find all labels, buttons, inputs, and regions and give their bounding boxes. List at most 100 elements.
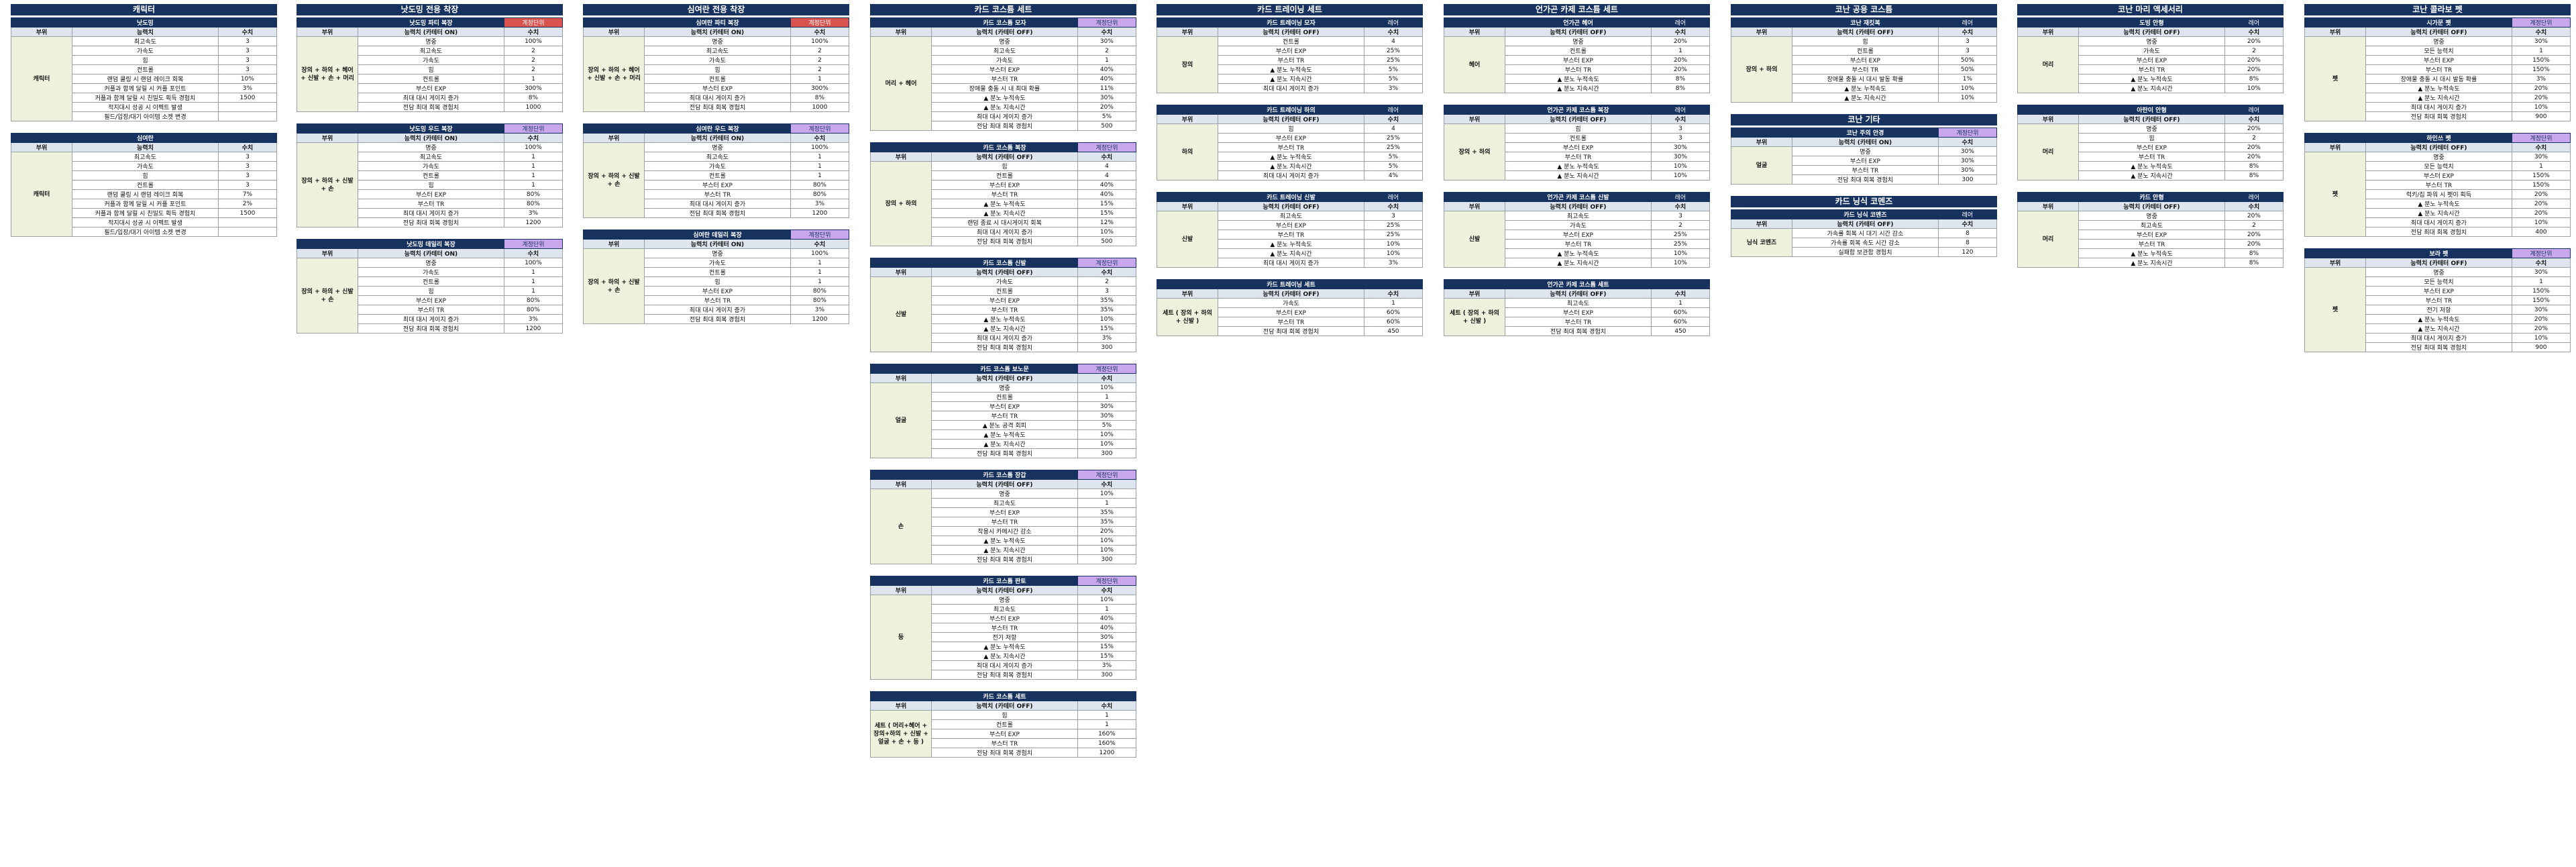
table-row: ▲ 분노 지속시간 8% <box>2018 258 2284 268</box>
stat-name: ▲ 분노 지속시간 <box>2365 208 2512 218</box>
stat-value: 3% <box>217 83 278 93</box>
stat-value: 160% <box>1077 729 1137 739</box>
table-row: 최대 대시 게이지 증가 10% <box>871 227 1137 237</box>
column-header: 코난 마리 액세서리 <box>2017 4 2284 15</box>
column-header: 언가곤 카제 코스튬 세트 <box>1444 4 1710 15</box>
title-spacer <box>1443 105 1506 115</box>
rarity-badge: 레어 <box>2224 105 2284 115</box>
stat-name: 컨트롤 <box>644 74 791 84</box>
stat-value: 20% <box>2511 189 2571 199</box>
table-row: 컨트롤 1 <box>1444 46 1711 56</box>
table-row: 부스터 TR 60% <box>1157 317 1424 327</box>
stat-value: 1 <box>790 267 850 277</box>
stat-value: 1 <box>790 152 850 162</box>
stat-value: 500 <box>1077 121 1137 131</box>
table-row: 최대 대시 게이지 증가 10% <box>2305 333 2571 343</box>
stat-table: 낫도밍 부위 능력치 수치 캐릭터 최고속도 3 가속도 3 힘 3 컨트롤 3 랜덤 쿨링 시 랜덤 레… <box>10 17 278 121</box>
rarity-badge: 계정단위 <box>1077 470 1137 480</box>
rarity-badge: 레어 <box>1937 17 1998 28</box>
table-row: 가속도 1 <box>297 267 564 277</box>
col-value-header: 수치 <box>503 248 564 258</box>
stat-value: 8% <box>2224 74 2284 84</box>
stat-value: 40% <box>1077 189 1137 199</box>
stat-value: 3% <box>1363 83 1424 93</box>
table-title-row: 심여란 데일리 복장 계정단위 <box>582 230 850 240</box>
column-header: 낫도밍 전용 착장 <box>297 4 563 15</box>
stat-value: 100% <box>790 142 850 152</box>
col-stat-header: 능력치 (카테터 OFF) <box>2365 27 2512 37</box>
table-title: 카드 트레이닝 세트 <box>1218 279 1364 289</box>
part-cell: 펫 <box>2304 152 2367 237</box>
table-title: 언가곤 카제 코스튬 신발 <box>1505 192 1652 202</box>
stat-value: 80% <box>503 189 564 199</box>
stat-value: 40% <box>1077 74 1137 84</box>
stat-name: 컨트롤 <box>1505 133 1652 143</box>
col-stat-header: 능력치 (카테터 ON) <box>358 27 504 37</box>
stat-name: 최고속도 <box>72 152 219 162</box>
stat-value: 300 <box>1937 174 1998 185</box>
table-title-row: 카드 트레이닝 신발 레어 <box>1156 192 1424 202</box>
table-header-row: 부위 능력치 (카테터 OFF) 수치 <box>1730 27 1998 37</box>
table-row: 머리 명중 20% <box>2017 123 2284 181</box>
stat-name: 컨트롤 <box>1218 36 1364 46</box>
stat-name: ▲ 분노 누적속도 <box>1218 64 1364 74</box>
stat-name: 명중 <box>2078 36 2225 46</box>
stat-name: 최대 대시 게이지 증가 <box>644 305 791 315</box>
stat-name: ▲ 분노 누적속도 <box>2078 161 2225 171</box>
stat-value: 40% <box>1077 64 1137 74</box>
table-row: 랜덤 쿨링 시 랜덤 레이크 회복 7% <box>11 189 278 199</box>
stat-value: 20% <box>2224 211 2284 221</box>
stat-value <box>217 102 278 112</box>
title-spacer <box>296 123 359 134</box>
stat-name: 부스터 EXP <box>2365 170 2512 181</box>
col-value-header: 수치 <box>790 133 850 143</box>
stat-value: 30% <box>1937 156 1998 166</box>
col-part-header: 부위 <box>1730 27 1793 37</box>
stat-value: 5% <box>1077 111 1137 121</box>
table-row: ▲ 분노 누적속도 8% <box>1444 74 1711 84</box>
stat-value: 3% <box>790 305 850 315</box>
stat-table: 심여란 우드 복장 계정단위 부위 능력치 (카테터 ON) 수치 장의 + 하의 + 신… <box>582 123 850 218</box>
col-stat-header: 능력치 (카테터 OFF) <box>1218 27 1364 37</box>
stat-value: 20% <box>2511 314 2571 324</box>
stat-name: 컨트롤 <box>644 267 791 277</box>
stat-table: 카드 코스튬 세트 부위 능력치 (카테터 OFF) 수치 세트 ( 머리+헤어 + 장… <box>869 691 1137 758</box>
table-row: 부스터 TR 40% <box>871 74 1137 84</box>
rarity-badge: 계정단위 <box>2511 248 2571 258</box>
table-row: 머리 + 헤어 명중 30% <box>869 36 1137 131</box>
table-title-row: 하인쓰 펫 계정단위 <box>2304 133 2571 143</box>
table-title-row: 언가곤 카제 코스튬 세트 <box>1443 279 1711 289</box>
stat-value: 10% <box>1650 170 1711 181</box>
stat-value: 3% <box>1363 258 1424 268</box>
stat-name: 가속도 <box>358 161 504 171</box>
table-row: 부스터 TR 25% <box>1444 239 1711 249</box>
table-row: 부스터 EXP 150% <box>2305 286 2571 296</box>
stat-name: 부스터 TR <box>1218 230 1364 240</box>
table-row: 펫 명중 30% <box>2304 267 2571 352</box>
stat-value: 80% <box>503 295 564 305</box>
table-row: 전담 최대 회복 경험치 1200 <box>297 323 564 334</box>
table-title: 언가곤 헤어 <box>1505 17 1652 28</box>
column-8: 코난 콜라보 펫 시가문 펫 계정단위 부위 능력치 (카테터 OFF) 수치 펫 명중 30%… <box>2304 4 2571 364</box>
stat-value: 2 <box>503 64 564 74</box>
part-cell: 신발 <box>1156 211 1219 268</box>
stat-name: 전담 최대 회복 경험치 <box>931 554 1078 564</box>
stat-name: 부스터 EXP <box>644 83 791 93</box>
col-value-header: 수치 <box>503 133 564 143</box>
stat-value: 300 <box>1077 342 1137 352</box>
stat-value: 30% <box>1077 93 1137 103</box>
col-part-header: 부위 <box>2304 258 2367 268</box>
table-row: 장애물 충돌 시 대시 발동 확률 3% <box>2305 74 2571 84</box>
stat-name: 장애물 충돌 시 내 최대 확률 <box>931 83 1078 93</box>
stat-value: 20% <box>2224 142 2284 152</box>
stat-table: 카드 코스튬 장갑 계정단위 부위 능력치 (카테터 OFF) 수치 손 명중 10% 최고속도… <box>869 470 1137 564</box>
rarity-badge <box>217 17 278 28</box>
stat-name: 최고속도 <box>72 36 219 46</box>
stat-table: 심여란 데일리 복장 계정단위 부위 능력치 (카테터 ON) 수치 장의 + 하의 + … <box>582 230 850 324</box>
table-row: 부스터 TR 80% <box>584 295 850 305</box>
column-header: 심여란 전용 착장 <box>583 4 849 15</box>
part-cell: 등 <box>869 595 932 680</box>
stat-value: 60% <box>1650 317 1711 327</box>
rarity-badge: 계정단위 <box>503 239 564 249</box>
stat-value: 80% <box>790 286 850 296</box>
